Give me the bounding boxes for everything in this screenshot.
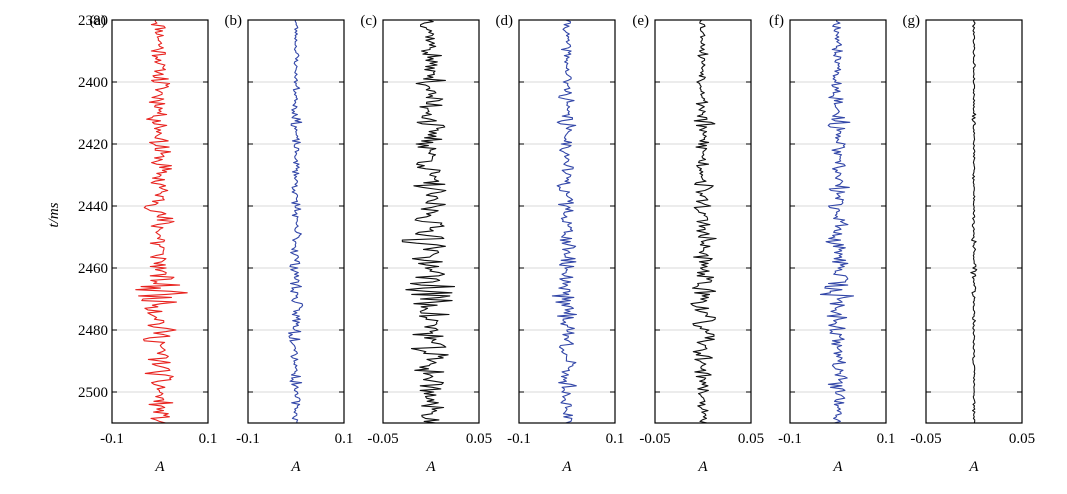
x-tick-label: 0.1 xyxy=(877,431,896,447)
panel-label: (a) xyxy=(89,13,106,29)
axes-box xyxy=(518,19,616,424)
y-axis-label: t/ms xyxy=(46,202,62,227)
panel-g: -0.05 0.05 A (g) xyxy=(903,13,1036,475)
panel-b: -0.1 0.1 A (b) xyxy=(225,13,354,475)
y-tick-label: 2420 xyxy=(78,137,108,153)
panel-e: -0.05 0.05 A (e) xyxy=(632,13,764,475)
panel-label: (b) xyxy=(225,13,243,29)
x-tick-label: -0.05 xyxy=(910,431,941,447)
x-tick-label: 0.1 xyxy=(335,431,354,447)
x-axis-label: A xyxy=(697,459,708,475)
x-tick-label: 0.1 xyxy=(199,431,218,447)
x-tick-label: -0.05 xyxy=(367,431,398,447)
x-tick-label: 0.05 xyxy=(738,431,764,447)
x-axis-label: A xyxy=(290,459,301,475)
trace-line xyxy=(819,19,855,424)
panels-group: 2380 2400 2420 2440 2460 2480 2500 -0.1 0.1 A (a) -… xyxy=(78,13,1035,475)
x-tick-label: -0.1 xyxy=(100,431,124,447)
x-axis-label: A xyxy=(561,459,572,475)
y-tick-label: 2480 xyxy=(78,323,108,339)
panel-label: (c) xyxy=(360,13,377,29)
x-axis-label: A xyxy=(154,459,165,475)
y-tick-label: 2440 xyxy=(78,199,108,215)
axes-box xyxy=(789,19,887,424)
trace-line xyxy=(288,19,304,423)
panel-label: (f) xyxy=(769,13,784,29)
x-axis-label: A xyxy=(832,459,843,475)
panel-label: (d) xyxy=(496,13,514,29)
x-tick-label: -0.1 xyxy=(236,431,260,447)
panel-label: (g) xyxy=(903,13,921,29)
x-tick-label: -0.05 xyxy=(639,431,670,447)
x-tick-label: -0.1 xyxy=(778,431,802,447)
y-tick-label: 2400 xyxy=(78,75,108,91)
axes-box xyxy=(247,19,345,424)
panel-d: -0.1 0.1 A (d) xyxy=(496,13,625,475)
axes-box xyxy=(925,19,1023,424)
trace-line xyxy=(135,19,188,424)
trace-line xyxy=(690,19,717,424)
trace-line xyxy=(401,19,456,424)
panel-f: -0.1 0.1 A (f) xyxy=(769,13,895,475)
trace-line xyxy=(551,19,577,424)
panel-a: 2380 2400 2420 2440 2460 2480 2500 -0.1 0.1 A (a) xyxy=(78,13,217,475)
panel-label: (e) xyxy=(632,13,649,29)
x-tick-label: 0.05 xyxy=(466,431,492,447)
axes-box xyxy=(382,19,480,424)
y-tick-label: 2500 xyxy=(78,385,108,401)
axes-box xyxy=(111,19,209,424)
x-tick-label: -0.1 xyxy=(507,431,531,447)
panel-c: -0.05 0.05 A (c) xyxy=(360,13,492,475)
y-tick-label: 2460 xyxy=(78,261,108,277)
axes-box xyxy=(654,19,752,424)
y-tick-label: 2380 xyxy=(78,13,108,29)
x-axis-label: A xyxy=(425,459,436,475)
trace-line xyxy=(970,19,978,424)
x-tick-label: 0.1 xyxy=(606,431,625,447)
x-tick-label: 0.05 xyxy=(1009,431,1035,447)
x-axis-label: A xyxy=(968,459,979,475)
